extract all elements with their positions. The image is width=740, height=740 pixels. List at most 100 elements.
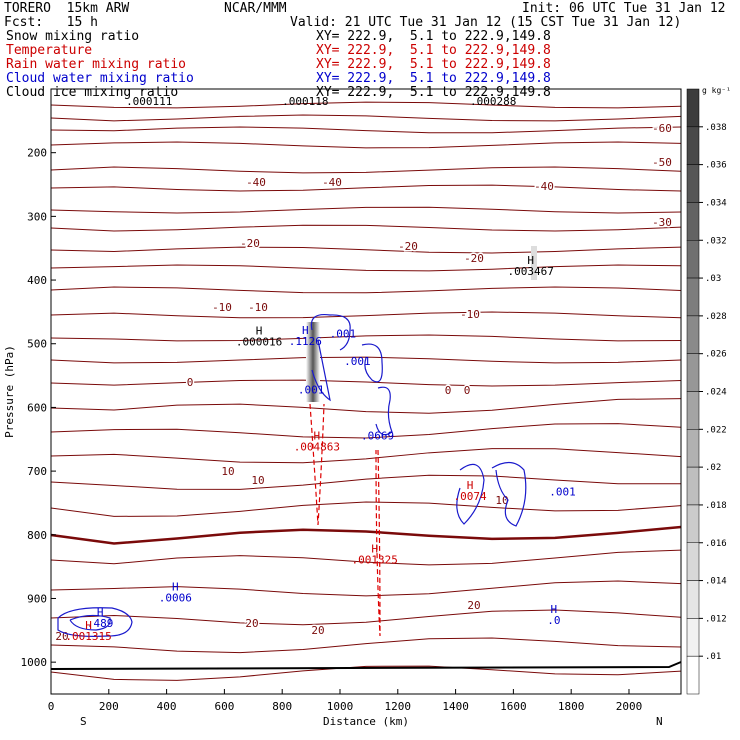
colorbar-tick-label: .036	[705, 161, 727, 171]
colorbar-tick-label: .022	[705, 425, 727, 435]
temperature-contour	[50, 311, 682, 319]
cloud-water-contour	[361, 343, 383, 383]
y-axis-label: Pressure (hPa)	[3, 345, 16, 438]
max-value-label: .001	[549, 485, 576, 498]
max-value-label: .0669	[361, 429, 394, 442]
x-tick-label: 0	[48, 700, 55, 713]
temperature-contour	[50, 224, 682, 232]
max-value-label: .0	[547, 614, 560, 627]
temperature-contour	[50, 609, 682, 626]
temperature-contour-label: -10	[460, 308, 480, 321]
colorbar-tick-label: .016	[705, 539, 727, 549]
temperature-contour-label: 20	[311, 624, 324, 637]
temperature-contour-label: 20	[245, 617, 258, 630]
max-value-label: .000118	[282, 95, 328, 108]
colorbar-bin	[686, 429, 700, 468]
x-axis-label: Distance (km)	[323, 715, 409, 728]
colorbar-bin	[686, 466, 700, 506]
temperature-contour	[50, 474, 682, 490]
temperature-contour-label: 10	[221, 465, 234, 478]
x-tick-label: 600	[214, 700, 234, 713]
temperature-contour	[50, 356, 682, 364]
colorbar-tick-label: .03	[705, 274, 721, 284]
field-temperature-xy: XY= 222.9, 5.1 to 222.9,149.8	[316, 43, 551, 58]
colorbar-bin	[686, 353, 700, 392]
colorbar-bin	[686, 580, 700, 619]
max-value-label: .1126	[289, 335, 322, 348]
temperature-contour	[50, 549, 682, 566]
temperature-contour-label: -40	[534, 180, 554, 193]
temperature-contour-label: -60	[652, 122, 672, 135]
temperature-contour-label: 0	[464, 384, 471, 397]
colorbar-tick-label: .028	[705, 312, 727, 322]
colorbar-bin	[686, 504, 700, 543]
max-value-label: .000016	[236, 336, 282, 349]
temperature-contour	[50, 114, 682, 122]
y-tick-label: 600	[27, 401, 47, 414]
colorbar-tick-label: .024	[705, 388, 727, 398]
temperature-contour-label: -10	[212, 301, 232, 314]
cloud-water-contour	[69, 614, 111, 631]
max-value-label: .0074	[453, 490, 486, 503]
max-value-label: .001315	[65, 630, 111, 643]
y-tick-label: 800	[27, 529, 47, 542]
x-tick-label: 1000	[327, 700, 354, 713]
max-value-label: .001	[330, 327, 357, 340]
temperature-contour	[50, 246, 682, 254]
cloud-water-contours	[57, 313, 527, 637]
field-cloud-water-xy: XY= 222.9, 5.1 to 222.9,149.8	[316, 71, 551, 86]
max-marker: H	[314, 430, 321, 443]
temperature-contour	[50, 423, 682, 439]
max-labels: H.0006H.489H.001315H.1126.001.001.001.06…	[65, 95, 575, 643]
temperature-contour-label: 0	[445, 384, 452, 397]
rain-contour	[309, 403, 325, 526]
temperature-contour-label: 10	[251, 474, 264, 487]
x-tick-label: 1400	[442, 700, 469, 713]
y-tick-label: 900	[27, 592, 47, 605]
temperature-contour	[50, 101, 682, 109]
x-tick-label: 1800	[558, 700, 585, 713]
colorbar: .01 .012 .014 .016 .018 .02 .022 .024 .026 .028 .0…	[686, 88, 727, 695]
temperature-contour	[50, 525, 682, 545]
temperature-contour	[50, 379, 682, 387]
max-value-label: .001	[344, 355, 371, 368]
plot-frame	[50, 88, 682, 695]
temperature-contour	[50, 665, 682, 681]
rain-contours	[309, 403, 381, 637]
x-tick-label: 1600	[500, 700, 527, 713]
temperature-contour	[50, 286, 682, 294]
max-marker: H	[302, 324, 309, 337]
x-axis: 0 200 400 600 800 1000 1200 1400 1600 1800 2000	[48, 689, 643, 713]
temperature-contour-label: 0	[187, 376, 194, 389]
temperature-contour-label: -20	[240, 237, 260, 250]
endpoint-left-label: S	[80, 715, 87, 728]
max-value-label: .003467	[508, 265, 554, 278]
x-tick-label: 2000	[616, 700, 643, 713]
y-tick-label: 200	[27, 147, 47, 160]
y-tick-label: 300	[27, 210, 47, 223]
temperature-contour	[50, 264, 682, 272]
temperature-contour	[50, 398, 682, 414]
colorbar-bin	[686, 126, 700, 165]
center-name: NCAR/MMM	[224, 1, 287, 16]
colorbar-tick-label: .012	[705, 614, 727, 624]
y-tick-label: 1000	[21, 656, 48, 669]
colorbar-tick-label: .026	[705, 350, 727, 360]
surface-line	[50, 661, 682, 670]
temperature-contour-label: -50	[652, 156, 672, 169]
cloud-water-contour	[375, 386, 393, 436]
colorbar-tick-label: .038	[705, 123, 727, 133]
max-value-label: .001325	[351, 553, 397, 566]
max-marker: H	[371, 542, 378, 555]
cloud-water-contour	[491, 461, 527, 527]
model-name: TORERO 15km ARW	[4, 1, 130, 16]
cloud-water-contour	[57, 607, 133, 637]
temperature-contour	[50, 141, 682, 149]
temperature-contour-label: -20	[464, 252, 484, 265]
max-value-label: .0006	[159, 592, 192, 605]
temperature-contour	[50, 166, 682, 174]
colorbar-bin	[686, 391, 700, 430]
temperature-contour-label: -40	[322, 176, 342, 189]
field-rain-xy: XY= 222.9, 5.1 to 222.9,149.8	[316, 57, 551, 72]
